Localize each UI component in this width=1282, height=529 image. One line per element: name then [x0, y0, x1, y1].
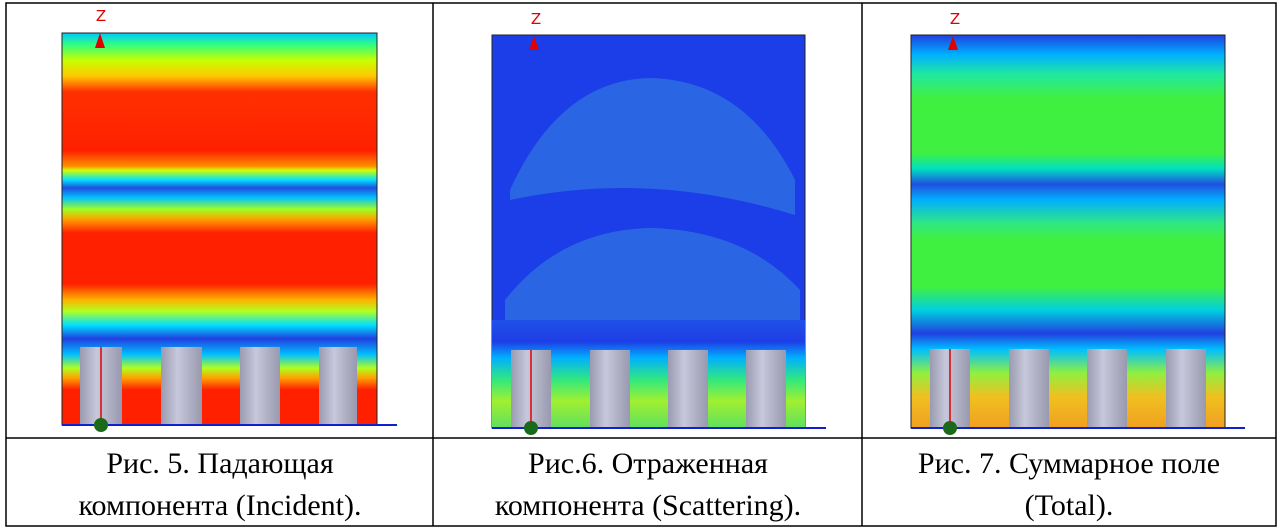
page: {"figures": [ {"axis_label": "Z", "capti…: [0, 0, 1282, 529]
caption-line: Рис. 5. Падающая: [106, 447, 333, 480]
incident-field-plot: [62, 33, 397, 432]
caption-line: компонента (Incident).: [78, 489, 361, 522]
caption-line: Рис. 7. Суммарное поле: [918, 447, 1220, 480]
caption-line: Рис.6. Отраженная: [528, 447, 768, 480]
caption-line: компонента (Scattering).: [495, 489, 801, 522]
axis-label: Z: [96, 7, 106, 25]
axis-label: Z: [950, 10, 960, 28]
scattering-field-plot: [492, 35, 826, 435]
axis-label: Z: [531, 10, 541, 28]
total-field-plot: [911, 35, 1245, 435]
figure-table: Z Z Z Рис. 5. Падающая компонента (Incid…: [0, 0, 1282, 529]
caption-line: (Total).: [1025, 489, 1114, 522]
